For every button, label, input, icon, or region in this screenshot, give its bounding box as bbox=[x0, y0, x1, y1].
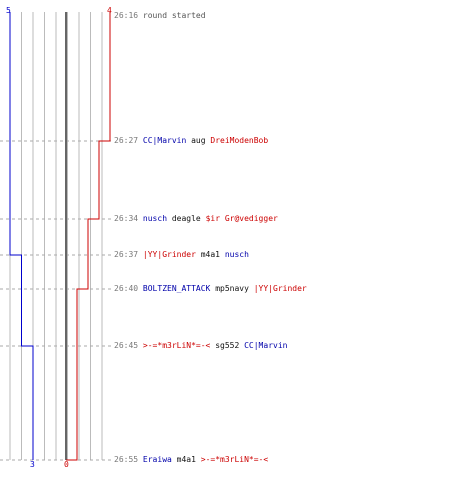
event-weapon: aug bbox=[191, 136, 206, 145]
event-time: 26:34 bbox=[114, 214, 139, 223]
event-attacker: Eraiwa bbox=[142, 455, 172, 464]
event-guide-lines bbox=[0, 140, 112, 461]
event-time: 26:37 bbox=[114, 250, 139, 259]
event-kill: 26:45 >-=*m3rLiN*=-< sg552 CC|Marvin bbox=[114, 341, 287, 351]
event-kill: 26:34 nusch deagle $ir Gr@vedigger bbox=[114, 214, 278, 224]
event-round-start: 26:16 round started bbox=[114, 11, 206, 21]
event-time: 26:45 bbox=[114, 341, 139, 350]
event-kill: 26:27 CC|Marvin aug DreiModenBob bbox=[114, 136, 268, 146]
event-text: round started bbox=[142, 11, 206, 20]
event-victim: DreiModenBob bbox=[210, 136, 269, 145]
event-attacker: BOLTZEN_ATTACK bbox=[142, 284, 211, 293]
event-weapon: sg552 bbox=[215, 341, 240, 350]
event-kill: 26:40 BOLTZEN_ATTACK mp5navy |YY|Grinder bbox=[114, 284, 307, 294]
event-kill: 26:37 |YY|Grinder m4a1 nusch bbox=[114, 250, 249, 260]
event-attacker: nusch bbox=[142, 214, 168, 223]
event-weapon: m4a1 bbox=[200, 250, 220, 259]
event-victim: $ir Gr@vedigger bbox=[205, 214, 278, 223]
event-attacker: |YY|Grinder bbox=[142, 250, 196, 259]
grid-lines bbox=[9, 12, 103, 460]
blue-end-score: 3 bbox=[30, 460, 35, 469]
event-time: 26:40 bbox=[114, 284, 139, 293]
event-victim: |YY|Grinder bbox=[253, 284, 307, 293]
event-victim: >-=*m3rLiN*=-< bbox=[200, 455, 269, 464]
event-kill: 26:55 Eraiwa m4a1 >-=*m3rLiN*=-< bbox=[114, 455, 268, 465]
event-attacker: >-=*m3rLiN*=-< bbox=[142, 341, 211, 350]
event-time: 26:55 bbox=[114, 455, 139, 464]
red-end-score: 0 bbox=[64, 460, 69, 469]
event-time: 26:16 bbox=[114, 11, 139, 20]
event-weapon: m4a1 bbox=[176, 455, 196, 464]
red-team-alive-line bbox=[66, 12, 111, 461]
event-attacker: CC|Marvin bbox=[142, 136, 187, 145]
event-weapon: deagle bbox=[171, 214, 201, 223]
event-victim: CC|Marvin bbox=[244, 341, 288, 350]
red-start-score: 4 bbox=[107, 6, 112, 15]
event-victim: nusch bbox=[224, 250, 249, 259]
event-time: 26:27 bbox=[114, 136, 139, 145]
blue-team-alive-line bbox=[9, 12, 34, 460]
blue-start-score: 5 bbox=[6, 6, 11, 15]
event-weapon: mp5navy bbox=[215, 284, 249, 293]
